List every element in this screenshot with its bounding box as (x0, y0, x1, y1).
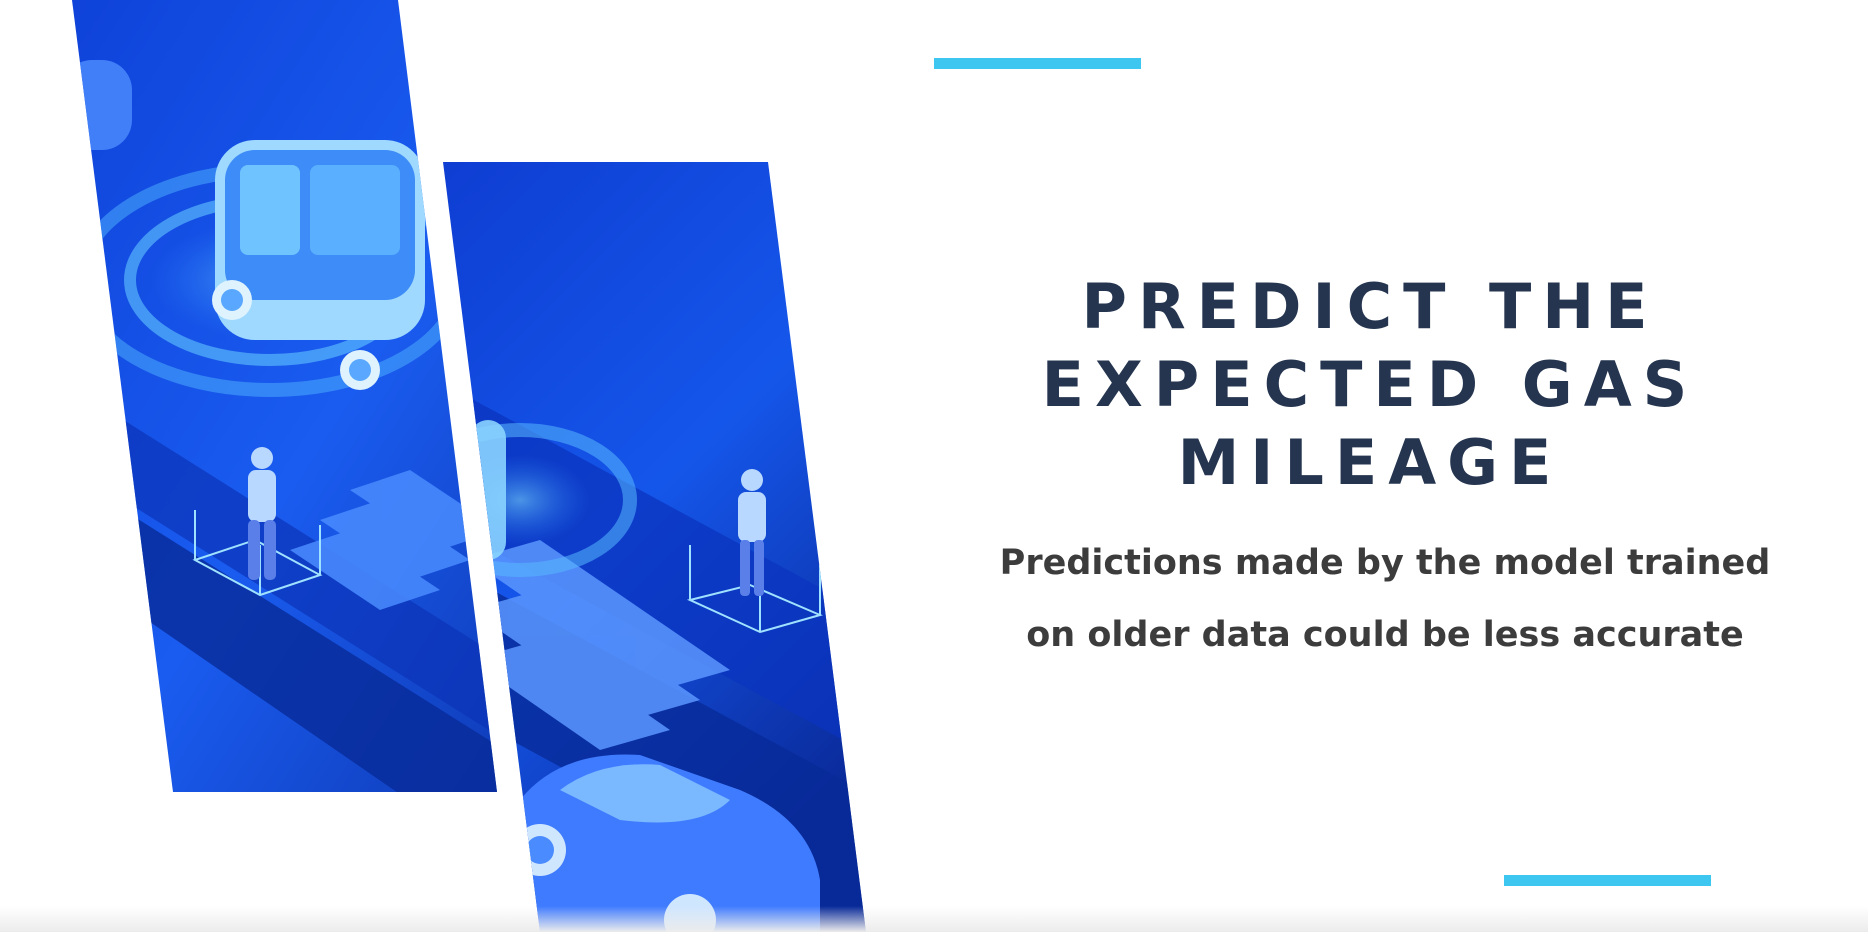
autonomous-shuttle-icon (212, 140, 425, 390)
subtitle-line-1: Predictions made by the model trained (999, 543, 1771, 583)
slide-subtitle: Predictions made by the model trained on… (990, 527, 1780, 671)
title-line-3: MILEAGE (1177, 426, 1563, 499)
subtitle-line-2: on older data could be less accurate (1026, 615, 1744, 655)
smart-city-illustration (72, 0, 866, 932)
bottom-edge-shadow (0, 906, 1868, 932)
top-accent-bar (934, 58, 1141, 69)
slide-title: PREDICT THE EXPECTED GAS MILEAGE (1010, 268, 1730, 502)
title-line-2: EXPECTED GAS (1041, 348, 1699, 421)
right-illustration-panel (443, 162, 866, 932)
title-line-1: PREDICT THE (1081, 270, 1659, 343)
bottom-accent-bar (1504, 875, 1711, 886)
